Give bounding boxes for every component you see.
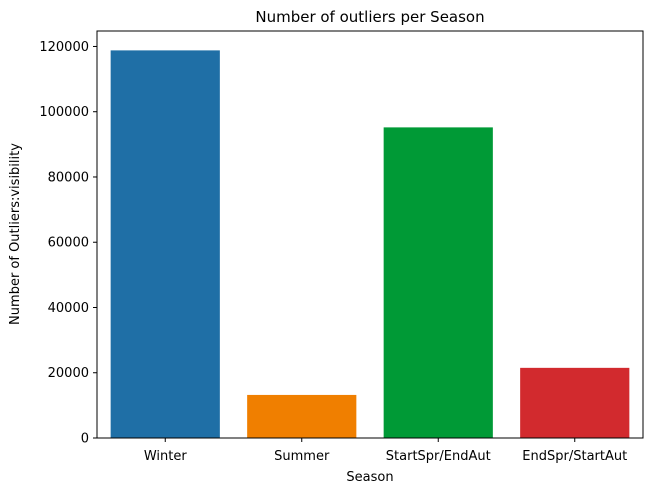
x-tick-label: StartSpr/EndAut	[386, 449, 491, 464]
y-tick-label: 80000	[48, 170, 89, 185]
bar-winter	[110, 50, 220, 438]
bars-group	[110, 50, 630, 438]
x-axis-label: Season	[346, 470, 393, 485]
y-axis: 0 20000 40000 60000 80000 100000 120000	[39, 40, 97, 447]
y-tick-label: 0	[81, 432, 89, 447]
y-axis-label: Number of Outliers:visibility	[8, 143, 23, 325]
bar-startspr-endaut	[383, 127, 493, 438]
x-tick-label: EndSpr/StartAut	[522, 449, 627, 464]
bar-endspr-startaut	[520, 367, 630, 438]
y-tick-label: 120000	[39, 40, 89, 55]
y-tick-label: 20000	[48, 366, 89, 381]
y-tick-label: 100000	[39, 105, 89, 120]
x-axis: Winter Summer StartSpr/EndAut EndSpr/StartA…	[144, 438, 627, 464]
bar-summer	[247, 394, 357, 438]
y-tick-label: 40000	[48, 301, 89, 316]
x-tick-label: Winter	[144, 449, 188, 464]
y-tick-label: 60000	[48, 236, 89, 251]
chart-title: Number of outliers per Season	[255, 8, 484, 26]
x-tick-label: Summer	[274, 449, 330, 464]
plot-frame	[96, 30, 644, 439]
